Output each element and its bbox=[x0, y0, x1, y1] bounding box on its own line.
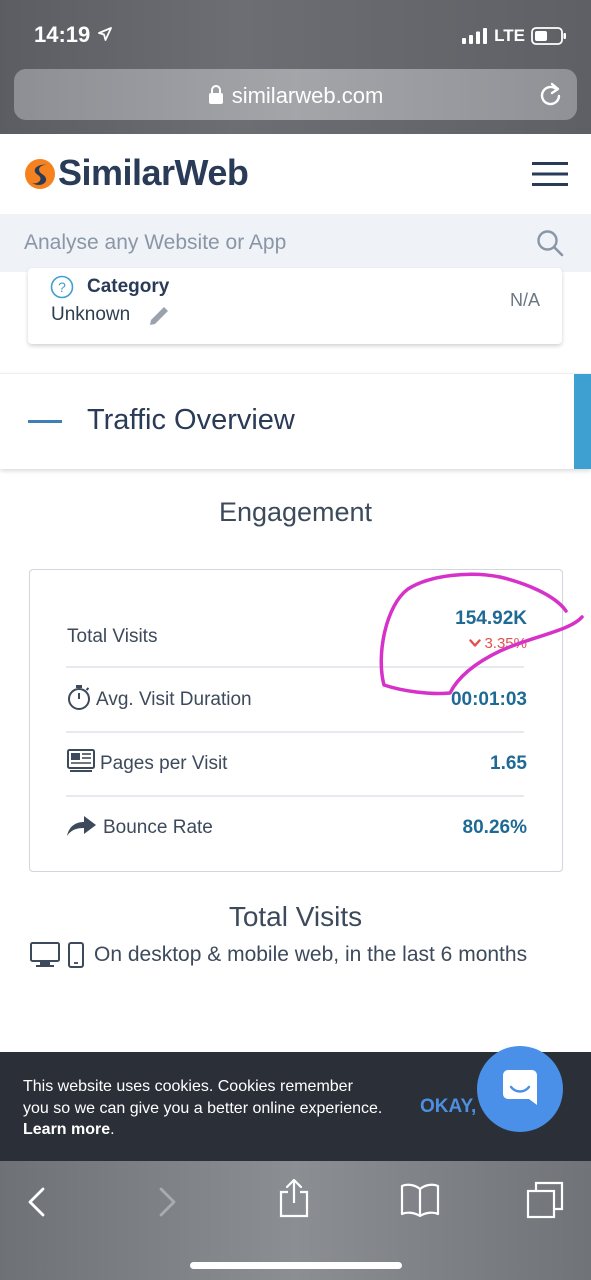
tabs-icon[interactable] bbox=[526, 1181, 564, 1219]
search-icon[interactable] bbox=[536, 229, 564, 257]
learn-more-link[interactable]: Learn more bbox=[23, 1121, 111, 1138]
hamburger-menu-icon[interactable] bbox=[532, 162, 568, 186]
category-value: Unknown bbox=[51, 304, 131, 325]
total-visits-value: 154.92K bbox=[455, 608, 527, 629]
site-header: SimilarWeb bbox=[0, 134, 591, 214]
share-icon[interactable] bbox=[278, 1178, 310, 1218]
avg-duration-label: Avg. Visit Duration bbox=[96, 689, 252, 710]
desktop-icon bbox=[30, 942, 60, 967]
address-bar[interactable]: similarweb.com bbox=[14, 69, 577, 120]
forward-icon[interactable] bbox=[157, 1187, 177, 1217]
total-visits-title: Total Visits bbox=[228, 901, 363, 932]
bounce-rate-label: Bounce Rate bbox=[103, 817, 213, 838]
category-card: ? Category Unknown N/A bbox=[28, 268, 562, 344]
engagement-panel: Total Visits 154.92K 3.35% Avg. Visit Du… bbox=[29, 569, 563, 872]
url-text: similarweb.com bbox=[231, 83, 384, 108]
collapse-dash-icon[interactable] bbox=[28, 420, 62, 423]
mobile-icon bbox=[68, 942, 84, 968]
reload-icon[interactable] bbox=[539, 82, 563, 108]
bounce-rate-value: 80.26% bbox=[462, 817, 527, 838]
pages-per-visit-value: 1.65 bbox=[490, 753, 527, 774]
bookmarks-icon[interactable] bbox=[400, 1183, 440, 1217]
cookie-ok-button[interactable]: OKAY, bbox=[420, 1096, 477, 1117]
total-visits-subtitle: On desktop & mobile web, in the last 6 m… bbox=[94, 943, 528, 966]
category-rank: N/A bbox=[509, 290, 540, 310]
chevron-down-icon bbox=[469, 639, 482, 647]
pages-per-visit-label: Pages per Visit bbox=[100, 753, 228, 774]
stopwatch-icon bbox=[68, 685, 90, 710]
cookie-banner: This website uses cookies. Cookies remem… bbox=[0, 1046, 591, 1161]
row-divider bbox=[66, 666, 524, 668]
avg-duration-value: 00:01:03 bbox=[450, 689, 527, 710]
search-input[interactable]: Analyse any Website or App bbox=[24, 231, 287, 254]
section-title: Traffic Overview bbox=[87, 404, 295, 436]
home-indicator[interactable] bbox=[190, 1262, 402, 1269]
change-percent: 3.35% bbox=[484, 635, 527, 652]
row-divider bbox=[66, 795, 524, 797]
engagement-title: Engagement bbox=[218, 497, 373, 527]
side-accent-tab[interactable] bbox=[574, 374, 591, 469]
brand-name[interactable]: SimilarWeb bbox=[58, 152, 249, 193]
cookie-message: This website uses cookies. Cookies remem… bbox=[23, 1078, 383, 1138]
time-text: 14:19 bbox=[34, 22, 91, 47]
total-visits-change: 3.35% bbox=[469, 635, 527, 652]
back-icon[interactable] bbox=[27, 1187, 47, 1217]
battery-icon bbox=[531, 27, 566, 45]
browser-toolbar bbox=[0, 1161, 591, 1280]
traffic-overview-header[interactable]: Traffic Overview bbox=[0, 373, 591, 469]
row-divider bbox=[66, 731, 524, 733]
annotation-circle-scribble bbox=[379, 572, 584, 696]
status-indicators: LTE bbox=[462, 26, 567, 46]
lock-icon bbox=[208, 85, 223, 104]
network-type: LTE bbox=[494, 26, 525, 45]
status-time: 14:19 bbox=[34, 22, 113, 48]
category-title: Category bbox=[87, 276, 170, 297]
share-arrow-icon bbox=[67, 816, 96, 836]
total-visits-subtitle-row: On desktop & mobile web, in the last 6 m… bbox=[30, 942, 527, 968]
svg-text:?: ? bbox=[58, 279, 66, 295]
edit-pencil-icon[interactable] bbox=[146, 303, 172, 329]
help-icon[interactable]: ? bbox=[50, 275, 74, 299]
similarweb-logo-icon[interactable] bbox=[24, 158, 56, 190]
browser-chrome: 14:19 LTE similarweb.com bbox=[0, 0, 591, 134]
pages-icon bbox=[67, 749, 95, 772]
signal-icon bbox=[462, 28, 488, 44]
search-bar[interactable]: Analyse any Website or App bbox=[0, 214, 591, 272]
url-display: similarweb.com bbox=[14, 83, 577, 109]
chat-launcher-button[interactable] bbox=[477, 1046, 563, 1132]
total-visits-label: Total Visits bbox=[67, 626, 158, 647]
chat-icon bbox=[503, 1070, 537, 1105]
location-arrow-icon bbox=[98, 27, 113, 41]
cookie-text: This website uses cookies. Cookies remem… bbox=[23, 1078, 383, 1117]
